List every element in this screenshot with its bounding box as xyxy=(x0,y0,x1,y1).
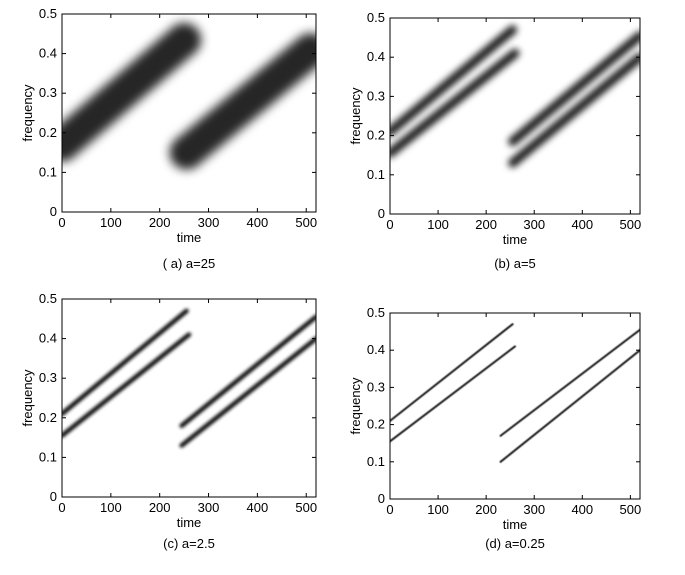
x-tick-label: 0 xyxy=(58,215,65,230)
y-tick-label: 0.2 xyxy=(39,125,57,140)
ridge xyxy=(390,48,520,158)
x-tick-label: 400 xyxy=(247,500,269,515)
plot-frame xyxy=(61,298,317,498)
y-tick-label: 0.3 xyxy=(39,85,57,100)
x-tick-label: 400 xyxy=(247,215,269,230)
x-tick-label: 300 xyxy=(198,500,220,515)
y-tick-label: 0.4 xyxy=(367,49,385,64)
x-tick-label: 100 xyxy=(427,217,449,232)
panel: 0 100 200 300 400 500 0 0.1 0.2 0.3 0.4 0.5 time freq… xyxy=(348,305,641,551)
x-tick-label: 300 xyxy=(523,502,545,517)
ridge xyxy=(499,328,640,437)
x-tick-label: 200 xyxy=(475,502,497,517)
plot-frame xyxy=(389,17,641,215)
ridges xyxy=(62,308,316,448)
y-tick-label: 0.5 xyxy=(39,291,57,306)
ridge xyxy=(390,25,518,137)
x-tick-label: 300 xyxy=(523,217,545,232)
y-tick-label: 0 xyxy=(50,489,57,504)
x-tick-label: 0 xyxy=(386,502,393,517)
ridge xyxy=(390,323,514,422)
ridges xyxy=(62,20,316,170)
x-tick-label: 0 xyxy=(386,217,393,232)
x-tick-label: 100 xyxy=(100,500,122,515)
ridges xyxy=(390,323,640,463)
y-tick-label: 0.4 xyxy=(367,342,385,357)
x-tick-label: 200 xyxy=(475,217,497,232)
y-tick-label: 0.3 xyxy=(39,370,57,385)
caption: ( a) a=25 xyxy=(163,256,215,271)
x-tick-label: 500 xyxy=(295,500,317,515)
y-tick-label: 0.5 xyxy=(39,6,57,21)
y-tick-label: 0.1 xyxy=(367,454,385,469)
ridge xyxy=(179,314,316,428)
x-tick-label: 500 xyxy=(620,502,642,517)
x-axis-label: time xyxy=(503,517,528,532)
caption: (d) a=0.25 xyxy=(485,536,545,551)
plot-frame xyxy=(389,312,641,500)
y-tick-label: 0 xyxy=(50,204,57,219)
y-axis-label: frequency xyxy=(348,377,363,435)
caption: (b) a=5 xyxy=(494,256,536,271)
y-tick-label: 0.2 xyxy=(367,128,385,143)
y-tick-label: 0.1 xyxy=(367,167,385,182)
caption: (c) a=2.5 xyxy=(163,536,215,551)
y-tick-label: 0.2 xyxy=(367,417,385,432)
ridge xyxy=(508,52,640,168)
x-tick-label: 200 xyxy=(149,215,171,230)
x-tick-label: 300 xyxy=(198,215,220,230)
y-axis-label: frequency xyxy=(348,87,363,145)
plot-frame xyxy=(61,13,317,213)
y-tick-label: 0.1 xyxy=(39,449,57,464)
y-tick-label: 0.4 xyxy=(39,46,57,61)
x-axis-label: time xyxy=(503,232,528,247)
x-tick-label: 500 xyxy=(295,215,317,230)
x-tick-label: 100 xyxy=(427,502,449,517)
x-tick-label: 500 xyxy=(620,217,642,232)
y-tick-label: 0.5 xyxy=(367,10,385,25)
ridge xyxy=(390,345,516,443)
panel: 0 100 200 300 400 500 0 0.1 0.2 0.3 0.4 0.5 time freq… xyxy=(348,10,641,271)
ridge xyxy=(62,332,192,438)
panel: 0 100 200 300 400 500 0 0.1 0.2 0.3 0.4 0.5 time freq… xyxy=(20,291,317,551)
panel: 0 100 200 300 400 500 0 0.1 0.2 0.3 0.4 0.5 time freq… xyxy=(20,6,317,271)
ridge xyxy=(62,308,189,417)
y-tick-label: 0 xyxy=(378,206,385,221)
x-tick-label: 400 xyxy=(571,502,593,517)
ridge xyxy=(508,31,640,146)
y-tick-label: 0.5 xyxy=(367,305,385,320)
y-tick-label: 0.3 xyxy=(367,379,385,394)
y-tick-label: 0 xyxy=(378,491,385,506)
ridge xyxy=(169,28,316,170)
x-axis-label: time xyxy=(177,230,202,245)
y-tick-label: 0.2 xyxy=(39,410,57,425)
ridge xyxy=(499,349,640,463)
x-tick-label: 200 xyxy=(149,500,171,515)
y-tick-label: 0.3 xyxy=(367,88,385,103)
y-axis-label: frequency xyxy=(20,369,35,427)
y-axis-label: frequency xyxy=(20,84,35,142)
ridges xyxy=(390,25,640,168)
y-tick-label: 0.4 xyxy=(39,331,57,346)
x-tick-label: 0 xyxy=(58,500,65,515)
y-tick-label: 0.1 xyxy=(39,164,57,179)
ridge xyxy=(62,20,204,162)
x-tick-label: 400 xyxy=(571,217,593,232)
x-tick-label: 100 xyxy=(100,215,122,230)
x-axis-label: time xyxy=(177,515,202,530)
ridge xyxy=(179,336,316,448)
